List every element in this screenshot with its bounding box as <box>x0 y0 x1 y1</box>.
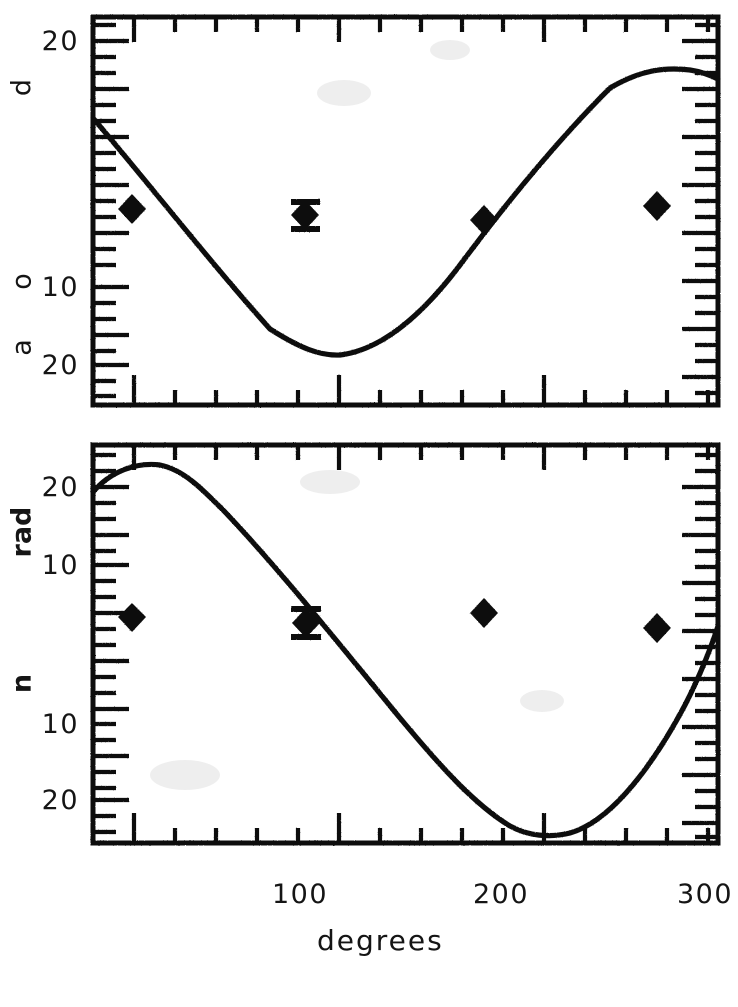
bottom-ytick-label-1: 10 <box>41 550 79 581</box>
top-panel-frame <box>90 14 721 408</box>
top-panel-data-points <box>118 191 671 235</box>
xtick-label-300: 300 <box>676 879 734 910</box>
xtick-label-100: 100 <box>271 879 329 910</box>
data-point-marker <box>470 598 498 628</box>
data-point-marker-with-error-bar <box>291 199 320 232</box>
bottom-panel-model-curve <box>90 461 721 839</box>
data-point-marker <box>118 194 146 224</box>
xtick-label-200: 200 <box>472 879 530 910</box>
top-panel-model-curve <box>90 66 721 358</box>
bottom-panel-frame <box>90 442 721 846</box>
data-point-marker-with-error-bar <box>291 606 321 640</box>
top-ytick-label-0: 20 <box>41 26 79 57</box>
data-point-marker <box>643 613 671 643</box>
top-ytick-label-2: 20 <box>41 350 79 381</box>
bottom-panel-data-points <box>118 598 671 643</box>
x-axis-title: degrees <box>317 924 444 957</box>
bottom-ytick-label-2: 10 <box>41 709 79 740</box>
bottom-ytick-label-0: 20 <box>41 472 79 503</box>
bottom-ytick-label-3: 20 <box>41 785 79 816</box>
top-ytick-label-1: 10 <box>41 272 79 303</box>
data-point-marker <box>470 205 498 235</box>
data-point-marker <box>118 603 146 632</box>
data-point-marker <box>643 191 671 221</box>
